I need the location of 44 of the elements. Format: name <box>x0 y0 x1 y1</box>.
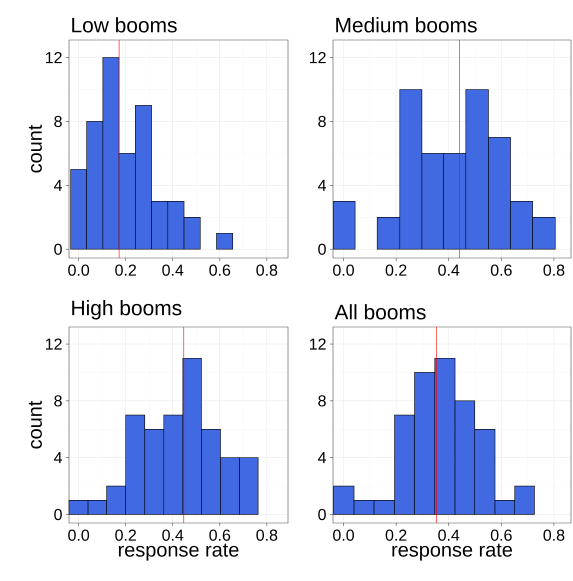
x-tick-label: 0.8 <box>543 264 564 276</box>
x-tick-label: 0.2 <box>115 530 136 541</box>
y-tick-label: 0 <box>54 508 62 520</box>
x-tick-label: 0.2 <box>386 264 406 276</box>
y-axis-title: count <box>28 124 42 173</box>
x-tick-label: 0.8 <box>256 530 278 541</box>
y-tick-label: 4 <box>54 452 62 464</box>
x-tick-label: 0.0 <box>68 264 90 276</box>
y-tick-label: 12 <box>46 52 62 64</box>
y-tick-label: 0 <box>318 244 326 255</box>
y-tick-label: 12 <box>310 52 326 64</box>
x-tick-label: 0.4 <box>438 264 460 276</box>
y-tick-label: 8 <box>318 395 326 407</box>
y-tick-label: 12 <box>46 338 62 350</box>
x-tick-label: 0.6 <box>209 530 230 541</box>
y-tick-label: 4 <box>318 452 326 464</box>
x-tick-label: 0.6 <box>490 530 512 541</box>
x-tick-label: 0.2 <box>115 264 136 276</box>
x-tick-label: 0.8 <box>256 264 278 276</box>
y-tick-label: 0 <box>54 244 62 255</box>
y-tick-label: 4 <box>54 180 62 191</box>
x-axis-title: response rate <box>118 544 238 561</box>
x-tick-label: 0.2 <box>386 530 406 541</box>
x-tick-label: 0.6 <box>209 264 230 276</box>
x-tick-label: 0.0 <box>68 530 90 541</box>
x-tick-label: 0.0 <box>333 530 354 541</box>
x-tick-label: 0.4 <box>438 530 460 541</box>
x-tick-label: 0.8 <box>543 530 564 541</box>
y-tick-label: 0 <box>318 508 326 520</box>
x-axis-title: response rate <box>392 544 512 561</box>
y-tick-label: 4 <box>318 180 326 191</box>
x-tick-label: 0.0 <box>333 264 354 276</box>
chart-title: High booms <box>72 300 182 320</box>
x-tick-label: 0.4 <box>162 530 184 541</box>
y-tick-label: 12 <box>310 338 326 350</box>
chart-title: All booms <box>334 304 426 320</box>
chart-title: Low booms <box>72 17 177 32</box>
x-tick-label: 0.6 <box>490 264 512 276</box>
y-tick-label: 8 <box>54 395 62 407</box>
y-axis-title: count <box>28 400 42 449</box>
x-tick-label: 0.4 <box>162 264 184 276</box>
chart-title: Medium booms <box>336 17 477 32</box>
y-tick-label: 8 <box>54 116 62 128</box>
y-tick-label: 8 <box>318 116 326 128</box>
